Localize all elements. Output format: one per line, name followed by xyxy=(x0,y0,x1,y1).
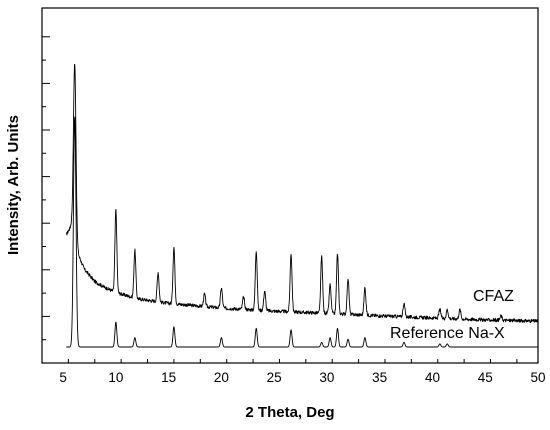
x-tick-label: 10 xyxy=(108,370,123,385)
y-axis-ticks xyxy=(42,36,50,364)
x-tick-label: 50 xyxy=(530,370,545,385)
x-tick-label: 15 xyxy=(161,370,176,385)
x-tick-label: 30 xyxy=(319,370,334,385)
x-tick-label: 20 xyxy=(214,370,229,385)
x-axis-ticks: 5 10 15 20 25 30 35 40 45 50 xyxy=(41,359,546,385)
x-tick-label: 25 xyxy=(267,370,282,385)
series-label-reference-na-x: Reference Na-X xyxy=(390,325,505,342)
y-axis-title: Intensity, Arb. Units xyxy=(5,115,22,255)
series-layer xyxy=(65,63,539,348)
series-line-reference-na-x xyxy=(66,116,539,348)
x-tick-label: 40 xyxy=(425,370,440,385)
x-axis-title: 2 Theta, Deg xyxy=(245,404,334,421)
series-label-cfaz: CFAZ xyxy=(473,288,514,305)
x-tick-label: 5 xyxy=(59,370,67,385)
x-tick-label: 45 xyxy=(478,370,493,385)
series-line-cfaz xyxy=(65,63,539,324)
x-tick-label: 35 xyxy=(372,370,387,385)
plot-frame xyxy=(41,7,539,364)
